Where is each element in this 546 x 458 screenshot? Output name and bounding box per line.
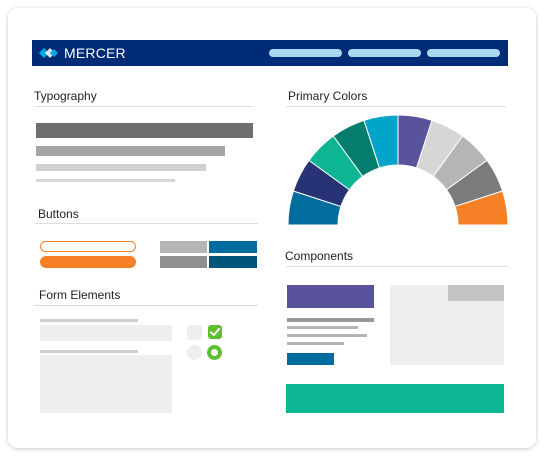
divider	[286, 266, 508, 267]
typography-sample-body	[36, 164, 206, 171]
component-text-line	[287, 334, 367, 337]
nav-item-3[interactable]	[427, 49, 500, 57]
section-title-components: Components	[285, 249, 354, 263]
field-label-placeholder	[40, 319, 138, 322]
divider	[34, 106, 254, 107]
nav-item-1[interactable]	[269, 49, 342, 57]
button-group-blue-1[interactable]	[209, 241, 257, 253]
divider	[34, 223, 258, 224]
color-palette-semicircle	[287, 114, 509, 226]
section-title-primary-colors: Primary Colors	[288, 89, 368, 103]
mercer-logo-icon	[39, 48, 58, 58]
component-tab[interactable]	[448, 285, 504, 301]
component-header-block	[287, 285, 374, 308]
component-text-line	[287, 318, 374, 322]
component-text-line	[287, 326, 358, 329]
field-label-placeholder	[40, 350, 138, 353]
section-title-form-elements: Form Elements	[39, 288, 121, 302]
checkbox-checked[interactable]	[208, 325, 222, 339]
brand-name: MERCER	[64, 45, 126, 61]
check-icon	[210, 328, 220, 336]
typography-sample-subheading	[36, 146, 225, 156]
typography-sample-heading	[36, 123, 253, 138]
component-button[interactable]	[287, 353, 334, 365]
primary-button-sample[interactable]	[40, 256, 136, 268]
palette-swatch-10	[454, 190, 509, 226]
button-group-blue-2[interactable]	[209, 256, 257, 268]
nav-item-2[interactable]	[348, 49, 421, 57]
component-full-width-button[interactable]	[286, 384, 504, 413]
section-title-typography: Typography	[34, 89, 97, 103]
section-title-buttons: Buttons	[38, 207, 79, 221]
component-text-line	[287, 342, 344, 345]
divider	[34, 305, 258, 306]
button-group-grey-2[interactable]	[160, 256, 207, 268]
outline-button-sample[interactable]	[40, 241, 136, 252]
button-group-grey-1[interactable]	[160, 241, 207, 253]
radio-unselected[interactable]	[187, 345, 202, 360]
typography-sample-caption	[36, 179, 175, 182]
radio-selected[interactable]	[207, 345, 222, 360]
text-input-sample[interactable]	[40, 325, 172, 341]
divider	[286, 106, 506, 107]
textarea-sample[interactable]	[40, 355, 172, 413]
brand-logo[interactable]: MERCER	[39, 44, 126, 62]
top-navigation-bar: MERCER	[32, 40, 508, 66]
checkbox-unchecked[interactable]	[187, 325, 202, 340]
